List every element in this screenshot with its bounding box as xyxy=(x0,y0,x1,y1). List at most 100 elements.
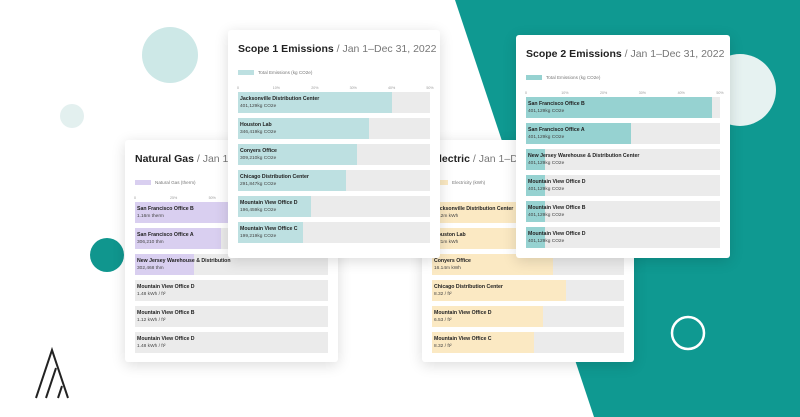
row-value: 8.32 / ft² xyxy=(434,292,452,297)
logo xyxy=(35,346,69,399)
row-name: Houston Lab xyxy=(434,232,466,238)
x-tick-label: 20% xyxy=(599,91,608,95)
row-value: 401,129kg CO2e xyxy=(240,104,277,109)
bar xyxy=(238,92,392,113)
row-track: Conyers Office 16.14m kWh xyxy=(432,254,624,275)
bar xyxy=(432,254,553,275)
x-tick-label: 10% xyxy=(272,86,280,90)
row-name: Mountain View Office B xyxy=(528,205,586,211)
row-value: 6.53 / ft² xyxy=(434,318,452,323)
row-value: 16.14m kWh xyxy=(434,266,461,271)
row-track: New Jersey Warehouse & Distribution Cent… xyxy=(526,149,720,170)
row-track: Mountain View Office D 1.48 kWh / ft² xyxy=(135,280,328,301)
x-tick-label: 25% xyxy=(169,196,178,200)
row-track: San Francisco Office B 401,129kg CO2e xyxy=(526,97,720,118)
bar xyxy=(238,196,311,217)
row-value: 401,129kg CO2e xyxy=(528,187,565,192)
row-name: Mountain View Office B xyxy=(137,310,195,316)
legend-label: Electricity (kWh) xyxy=(452,180,486,185)
bar xyxy=(238,118,369,139)
legend-label: Total Emissions (kg CO2e) xyxy=(258,70,313,75)
row-value: 401,129kg CO2e xyxy=(528,239,565,244)
row-value: 4.12m kWh xyxy=(434,214,459,219)
row-name: New Jersey Warehouse & Distribution Cent… xyxy=(528,153,640,159)
row-value: 401,129kg CO2e xyxy=(528,135,565,140)
row-name: Conyers Office xyxy=(240,148,277,154)
row-value: 309,210kg CO2e xyxy=(240,156,277,161)
row-value: 1.12 kWh / ft² xyxy=(137,318,166,323)
legend-label: Total Emissions (kg CO2e) xyxy=(546,75,601,80)
row-name: Mountain View Office D xyxy=(137,284,195,290)
x-tick-label: 50% xyxy=(426,86,434,90)
row-track: Mountain View Office C 8.32 / ft² xyxy=(432,332,624,353)
bar xyxy=(526,97,713,118)
x-tick-label: 40% xyxy=(387,86,396,90)
period: / Jan 1–Dec 31, 2022 xyxy=(624,48,725,60)
row-track: Chicago Distribution Center 8.32 / ft² xyxy=(432,280,624,301)
row-value: 1.16m therm xyxy=(137,214,164,219)
period: / Jan 1–Dec 31, 2022 xyxy=(336,43,437,55)
legend-swatch xyxy=(238,70,254,75)
row-track: Mountain View Office B 1.12 kWh / ft² xyxy=(135,306,328,327)
row-track: Mountain View Office D 6.53 / ft² xyxy=(432,306,624,327)
x-tick-label: 40% xyxy=(677,91,685,95)
row-name: Mountain View Office D xyxy=(137,336,195,342)
bar xyxy=(526,201,546,222)
legend-swatch xyxy=(526,75,542,80)
legend-label: Natural Gas (therm) xyxy=(155,180,196,185)
x-tick-label: 30% xyxy=(638,91,646,95)
row-track: Mountain View Office D 401,129kg CO2e xyxy=(526,175,720,196)
bar xyxy=(135,228,222,249)
legend-swatch xyxy=(135,180,151,185)
row-track: San Francisco Office A 401,129kg CO2e xyxy=(526,123,720,144)
legend-swatch xyxy=(432,180,448,185)
row-value: 306,210 thm xyxy=(137,240,164,245)
row-track: Mountain View Office D 196,459kg CO2e xyxy=(238,196,430,217)
row-value: 401,129kg CO2e xyxy=(528,109,565,114)
decor-circle xyxy=(90,238,124,272)
x-tick-label: 0 xyxy=(237,86,239,90)
row-value: 3.21m kWh xyxy=(434,240,459,245)
row-track: Mountain View Office D 401,129kg CO2e xyxy=(526,227,720,248)
row-track: New Jersey Warehouse & Distribution 302,4… xyxy=(135,254,328,275)
row-value: 401,129kg CO2e xyxy=(528,213,565,218)
card-title: Scope 2 Emissions / Jan 1–Dec 31, 2022 xyxy=(526,48,724,60)
row-name: Mountain View Office D xyxy=(528,231,586,237)
row-name: Chicago Distribution Center xyxy=(240,174,309,180)
row-name: San Francisco Office B xyxy=(528,101,585,107)
row-name: Mountain View Office C xyxy=(240,226,298,232)
x-tick-label: 20% xyxy=(311,86,319,90)
row-value: 196,459kg CO2e xyxy=(240,208,277,213)
title-text: Scope 2 Emissions xyxy=(526,48,625,60)
decor-circle xyxy=(142,27,198,83)
bar xyxy=(238,144,358,165)
row-name: Jacksonville Distribution Center xyxy=(240,96,320,102)
bar xyxy=(238,222,304,243)
bar xyxy=(526,175,546,196)
row-name: Mountain View Office D xyxy=(434,310,492,316)
row-name: Conyers Office xyxy=(434,258,471,264)
title-text: Electric xyxy=(432,153,473,165)
x-tick-label: 50% xyxy=(208,196,216,200)
row-value: 302,468 thm xyxy=(137,266,164,271)
row-name: New Jersey Warehouse & Distribution xyxy=(137,258,231,264)
x-tick-label: 0 xyxy=(525,91,527,95)
title-text: Scope 1 Emissions xyxy=(238,43,337,55)
bar xyxy=(432,306,544,327)
row-track: Mountain View Office D 1.48 kWh / ft² xyxy=(135,332,328,353)
bar xyxy=(432,280,567,301)
decor-ring xyxy=(670,315,706,351)
bar xyxy=(135,254,194,275)
bar xyxy=(526,149,546,170)
title-text: Natural Gas xyxy=(135,153,197,165)
x-tick-label: 0 xyxy=(134,196,136,200)
card: Scope 2 Emissions / Jan 1–Dec 31, 2022 To… xyxy=(516,35,730,258)
row-name: San Francisco Office A xyxy=(528,127,585,133)
row-value: 291,847kg CO2e xyxy=(240,182,277,187)
row-track: Chicago Distribution Center 291,847kg CO2… xyxy=(238,170,430,191)
row-name: San Francisco Office A xyxy=(137,232,194,238)
row-value: 1.48 kWh / ft² xyxy=(137,344,166,349)
row-value: 1.48 kWh / ft² xyxy=(137,292,166,297)
bar xyxy=(526,123,631,144)
